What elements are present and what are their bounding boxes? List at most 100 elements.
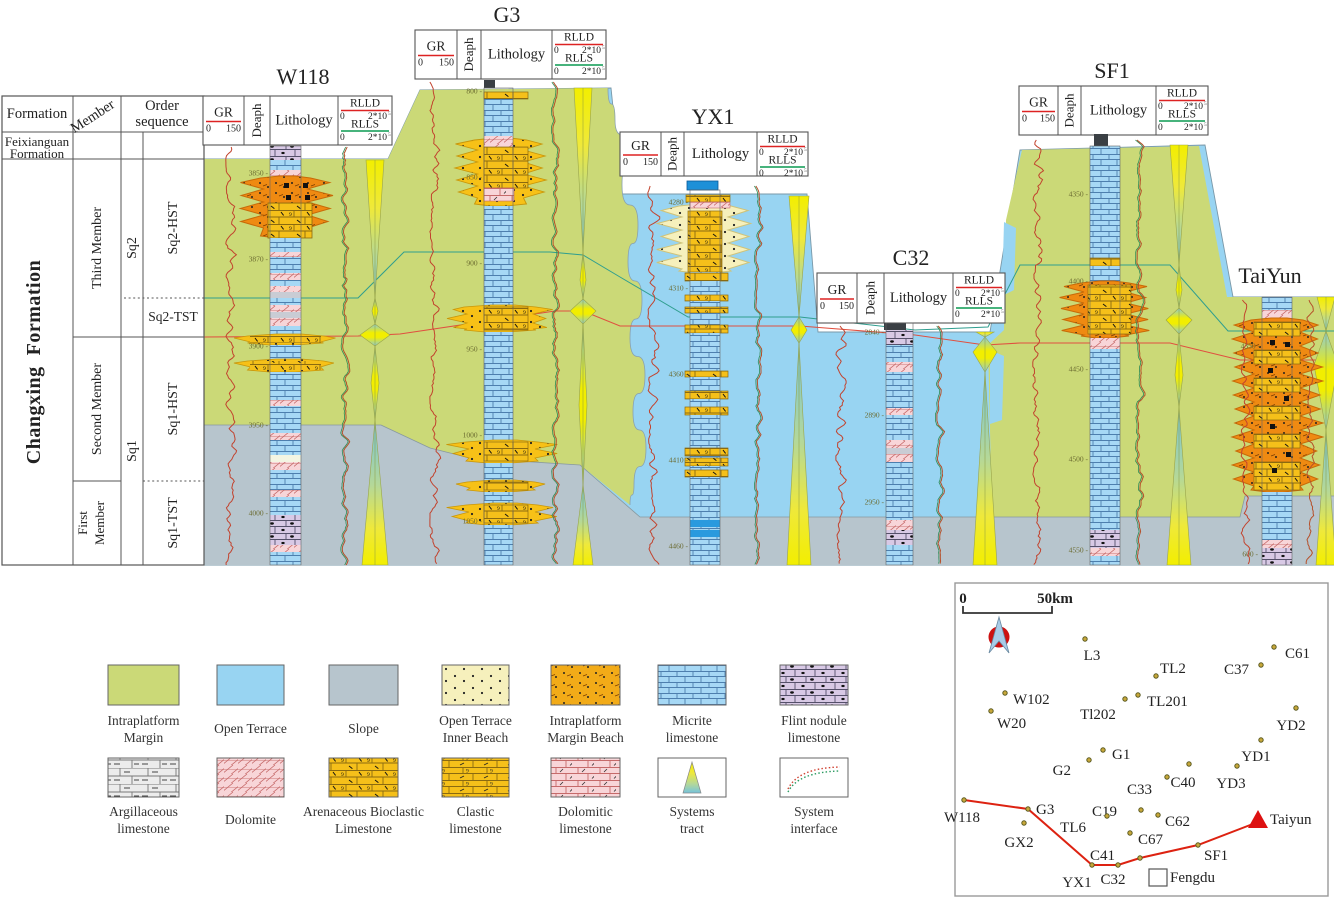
svg-text:RLLD: RLLD [564, 32, 594, 44]
svg-text:Open Terrace: Open Terrace [439, 713, 512, 728]
svg-text:C32: C32 [1100, 872, 1125, 888]
svg-text:4400 -: 4400 - [1069, 277, 1089, 286]
svg-text:0: 0 [759, 148, 764, 158]
svg-text:2890 -: 2890 - [865, 411, 885, 420]
svg-text:5: 5 [1001, 309, 1004, 315]
svg-text:150: 150 [1040, 114, 1055, 125]
svg-text:Deaph: Deaph [249, 103, 264, 137]
svg-text:3900 -: 3900 - [249, 342, 269, 351]
svg-text:GR: GR [427, 39, 446, 54]
svg-text:G3: G3 [1036, 802, 1054, 818]
svg-text:4550 -: 4550 - [1069, 546, 1089, 555]
svg-text:0: 0 [1158, 123, 1163, 133]
svg-text:Lithology: Lithology [1090, 103, 1148, 119]
svg-text:Deaph: Deaph [461, 37, 476, 71]
svg-text:2*10: 2*10 [1184, 123, 1203, 133]
svg-text:sequence: sequence [135, 114, 188, 130]
svg-text:1000 -: 1000 - [463, 431, 483, 440]
svg-text:Second Member: Second Member [90, 363, 105, 455]
svg-text:Argillaceous: Argillaceous [109, 804, 178, 819]
svg-text:5: 5 [602, 66, 605, 72]
svg-text:C62: C62 [1165, 814, 1190, 830]
svg-text:Arenaceous Bioclastic: Arenaceous Bioclastic [303, 804, 424, 819]
svg-text:5: 5 [804, 147, 807, 153]
svg-text:Inner Beach: Inner Beach [443, 730, 509, 745]
svg-text:SF1: SF1 [1094, 58, 1129, 83]
svg-text:150: 150 [439, 58, 454, 69]
svg-text:Slope: Slope [348, 721, 379, 736]
svg-text:C40: C40 [1170, 775, 1195, 791]
svg-text:150: 150 [839, 301, 854, 312]
svg-text:Lithology: Lithology [692, 146, 750, 162]
svg-text:0: 0 [955, 310, 960, 320]
svg-text:G3: G3 [494, 2, 521, 27]
svg-text:0: 0 [759, 169, 764, 179]
svg-text:Sq1-TST: Sq1-TST [166, 497, 181, 549]
svg-text:RLLD: RLLD [1167, 88, 1197, 100]
svg-text:C37: C37 [1224, 662, 1250, 678]
svg-text:YX1: YX1 [1062, 875, 1091, 891]
svg-text:2*10: 2*10 [582, 67, 601, 77]
svg-text:Formation: Formation [10, 146, 65, 161]
svg-text:TL6: TL6 [1060, 820, 1086, 836]
svg-text:0: 0 [340, 112, 345, 122]
svg-text:5: 5 [1204, 122, 1207, 128]
svg-text:C33: C33 [1127, 782, 1152, 798]
svg-text:System: System [794, 804, 834, 819]
svg-text:G1: G1 [1112, 747, 1130, 763]
svg-text:Feixianguan: Feixianguan [5, 134, 70, 149]
svg-text:Intraplatform: Intraplatform [550, 713, 622, 728]
svg-text:limestone: limestone [117, 821, 170, 836]
svg-text:2*10: 2*10 [582, 46, 601, 56]
svg-text:C67: C67 [1138, 832, 1164, 848]
svg-text:2*10: 2*10 [981, 289, 1000, 299]
svg-text:0: 0 [554, 67, 559, 77]
svg-text:3850 -: 3850 - [249, 169, 269, 178]
svg-text:RLLD: RLLD [767, 134, 797, 146]
svg-text:600 -: 600 - [1242, 550, 1258, 559]
svg-text:4350 -: 4350 - [1241, 342, 1261, 351]
svg-text:Deaph: Deaph [665, 137, 680, 171]
svg-text:4000 -: 4000 - [249, 509, 269, 518]
svg-text:5: 5 [388, 111, 391, 117]
svg-text:Intraplatform: Intraplatform [108, 713, 180, 728]
svg-text:150: 150 [226, 124, 241, 135]
svg-text:limestone: limestone [449, 821, 502, 836]
svg-text:limestone: limestone [559, 821, 612, 836]
svg-text:Taiyun: Taiyun [1270, 812, 1312, 828]
svg-text:GR: GR [214, 105, 233, 120]
svg-text:G2: G2 [1053, 763, 1071, 779]
svg-text:Fengdu: Fengdu [1170, 870, 1216, 886]
svg-text:W102: W102 [1013, 692, 1050, 708]
svg-text:3870 -: 3870 - [249, 255, 269, 264]
svg-text:GR: GR [631, 138, 650, 153]
svg-text:2840 -: 2840 - [865, 328, 885, 337]
svg-text:Limestone: Limestone [335, 821, 392, 836]
svg-text:RLLD: RLLD [964, 275, 994, 287]
svg-text:W20: W20 [997, 716, 1026, 732]
svg-text:150: 150 [643, 157, 658, 168]
svg-text:50km: 50km [1037, 591, 1073, 607]
svg-text:2*10: 2*10 [784, 169, 803, 179]
svg-text:Lithology: Lithology [890, 290, 948, 306]
svg-text:2*10: 2*10 [981, 310, 1000, 320]
svg-text:Deaph: Deaph [863, 281, 878, 315]
svg-text:2*10: 2*10 [784, 148, 803, 158]
svg-text:Third Member: Third Member [90, 207, 105, 289]
svg-text:Sq1-HST: Sq1-HST [166, 382, 181, 435]
svg-text:0: 0 [554, 46, 559, 56]
svg-text:limestone: limestone [788, 730, 841, 745]
svg-text:1050 -: 1050 - [463, 517, 483, 526]
svg-text:C32: C32 [893, 245, 930, 270]
svg-text:Dolomite: Dolomite [225, 812, 276, 827]
svg-text:YD2: YD2 [1276, 718, 1305, 734]
svg-text:5: 5 [1001, 288, 1004, 294]
svg-text:Sq1: Sq1 [125, 440, 140, 462]
svg-text:800 -: 800 - [466, 87, 482, 96]
svg-text:0: 0 [820, 301, 825, 312]
svg-text:Flint nodule: Flint nodule [781, 713, 847, 728]
svg-text:Sq2-HST: Sq2-HST [166, 201, 181, 254]
svg-text:TaiYun: TaiYun [1238, 263, 1301, 288]
svg-text:Order: Order [145, 98, 179, 114]
svg-text:Member: Member [92, 500, 107, 545]
